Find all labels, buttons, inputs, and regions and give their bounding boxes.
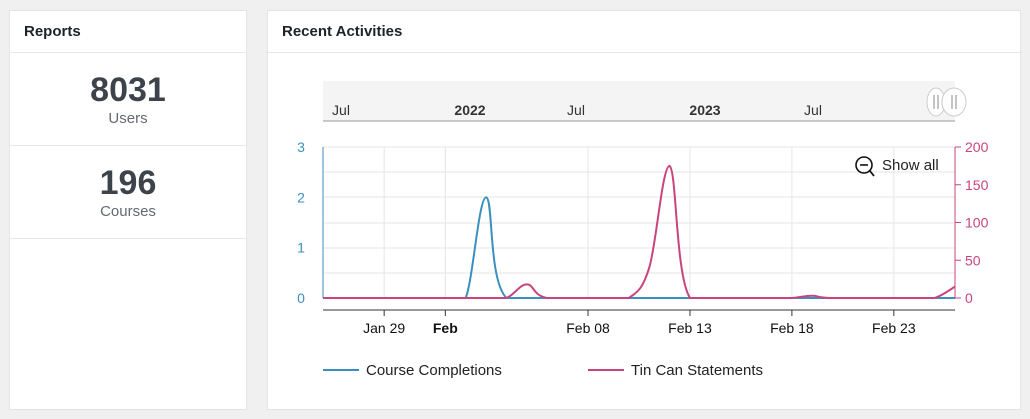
zoom-out-icon[interactable] [855,156,873,174]
y-right-tick-label: 200 [965,139,989,155]
legend-item: Course Completions [366,362,502,379]
x-tick-label: Feb 08 [566,320,610,336]
courses-count: 196 [99,163,157,202]
x-tick-label: Feb [433,320,458,336]
y-left-tick-label: 1 [297,240,305,256]
navigator-label: Jul [332,102,350,118]
y-left-tick-label: 2 [297,189,305,205]
users-count: 8031 [90,70,166,109]
navigator-label: 2022 [454,102,485,118]
zoom-out-icon-handle [869,170,875,177]
courses-stat[interactable]: 196 Courses [10,146,246,239]
x-tick-label: Jan 29 [363,320,405,336]
courses-label: Courses [100,202,156,220]
y-left-tick-label: 0 [297,290,305,306]
x-tick-label: Feb 18 [770,320,814,336]
activities-title: Recent Activities [268,11,1020,53]
navigator-background [323,81,955,121]
reports-card: Reports 8031 Users 196 Courses [9,10,247,410]
y-right-tick-label: 100 [965,215,989,231]
x-tick-label: Feb 13 [668,320,712,336]
y-right-tick-label: 0 [965,290,973,306]
navigator-label: 2023 [689,102,720,118]
y-left-tick-label: 3 [297,139,305,155]
activity-chart[interactable]: Jul 2022 Jul 2023 Jul 0 1 2 3 0 50 100 150 200 Jan 29 F… [268,11,1020,409]
activities-card: Recent Activities Jul 2022 Jul 2023 Jul 0 1 2 3 0… [267,10,1021,410]
x-tick-label: Feb 23 [872,320,916,336]
users-stat[interactable]: 8031 Users [10,53,246,146]
show-all-button[interactable]: Show all [882,157,939,174]
navigator-label: Jul [567,102,585,118]
users-label: Users [108,109,148,127]
legend-item: Tin Can Statements [631,362,763,379]
navigator-label: Jul [804,102,822,118]
navigator-handle[interactable] [941,87,967,117]
series-line-tin-can-statements[interactable] [323,164,956,300]
y-right-tick-label: 150 [965,177,989,193]
y-right-tick-label: 50 [965,252,981,268]
reports-title: Reports [10,11,246,53]
